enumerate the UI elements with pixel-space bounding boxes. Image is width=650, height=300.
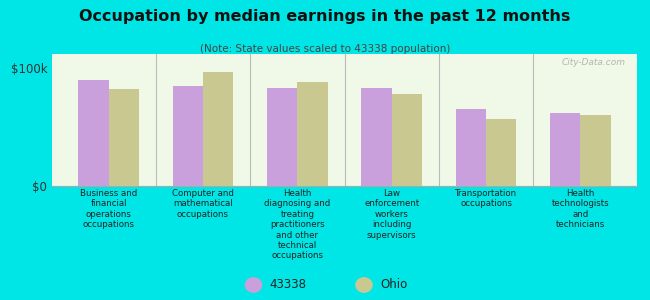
Bar [173, 86, 203, 186]
Text: (Note: State values scaled to 43338 population): (Note: State values scaled to 43338 popu… [200, 44, 450, 53]
Bar [79, 80, 109, 186]
Bar [580, 115, 610, 186]
Text: Occupation by median earnings in the past 12 months: Occupation by median earnings in the pas… [79, 9, 571, 24]
Text: Computer and
mathematical
occupations: Computer and mathematical occupations [172, 189, 234, 219]
Bar [361, 88, 392, 186]
Text: Health
technologists
and
technicians: Health technologists and technicians [552, 189, 609, 229]
Bar [486, 119, 516, 186]
Text: Ohio: Ohio [380, 278, 408, 292]
Text: Business and
financial
operations
occupations: Business and financial operations occupa… [80, 189, 137, 229]
Bar [550, 113, 580, 186]
Text: City-Data.com: City-Data.com [562, 58, 625, 67]
Bar [456, 110, 486, 186]
Bar [109, 89, 139, 186]
Bar [203, 72, 233, 186]
Ellipse shape [356, 278, 372, 292]
Bar [267, 88, 297, 186]
Text: Health
diagnosing and
treating
practitioners
and other
technical
occupations: Health diagnosing and treating practitio… [264, 189, 330, 260]
Ellipse shape [246, 278, 261, 292]
Bar [297, 82, 328, 186]
Text: Law
enforcement
workers
including
supervisors: Law enforcement workers including superv… [364, 189, 419, 240]
Text: Transportation
occupations: Transportation occupations [455, 189, 517, 208]
Text: 43338: 43338 [270, 278, 307, 292]
Bar [392, 94, 422, 186]
